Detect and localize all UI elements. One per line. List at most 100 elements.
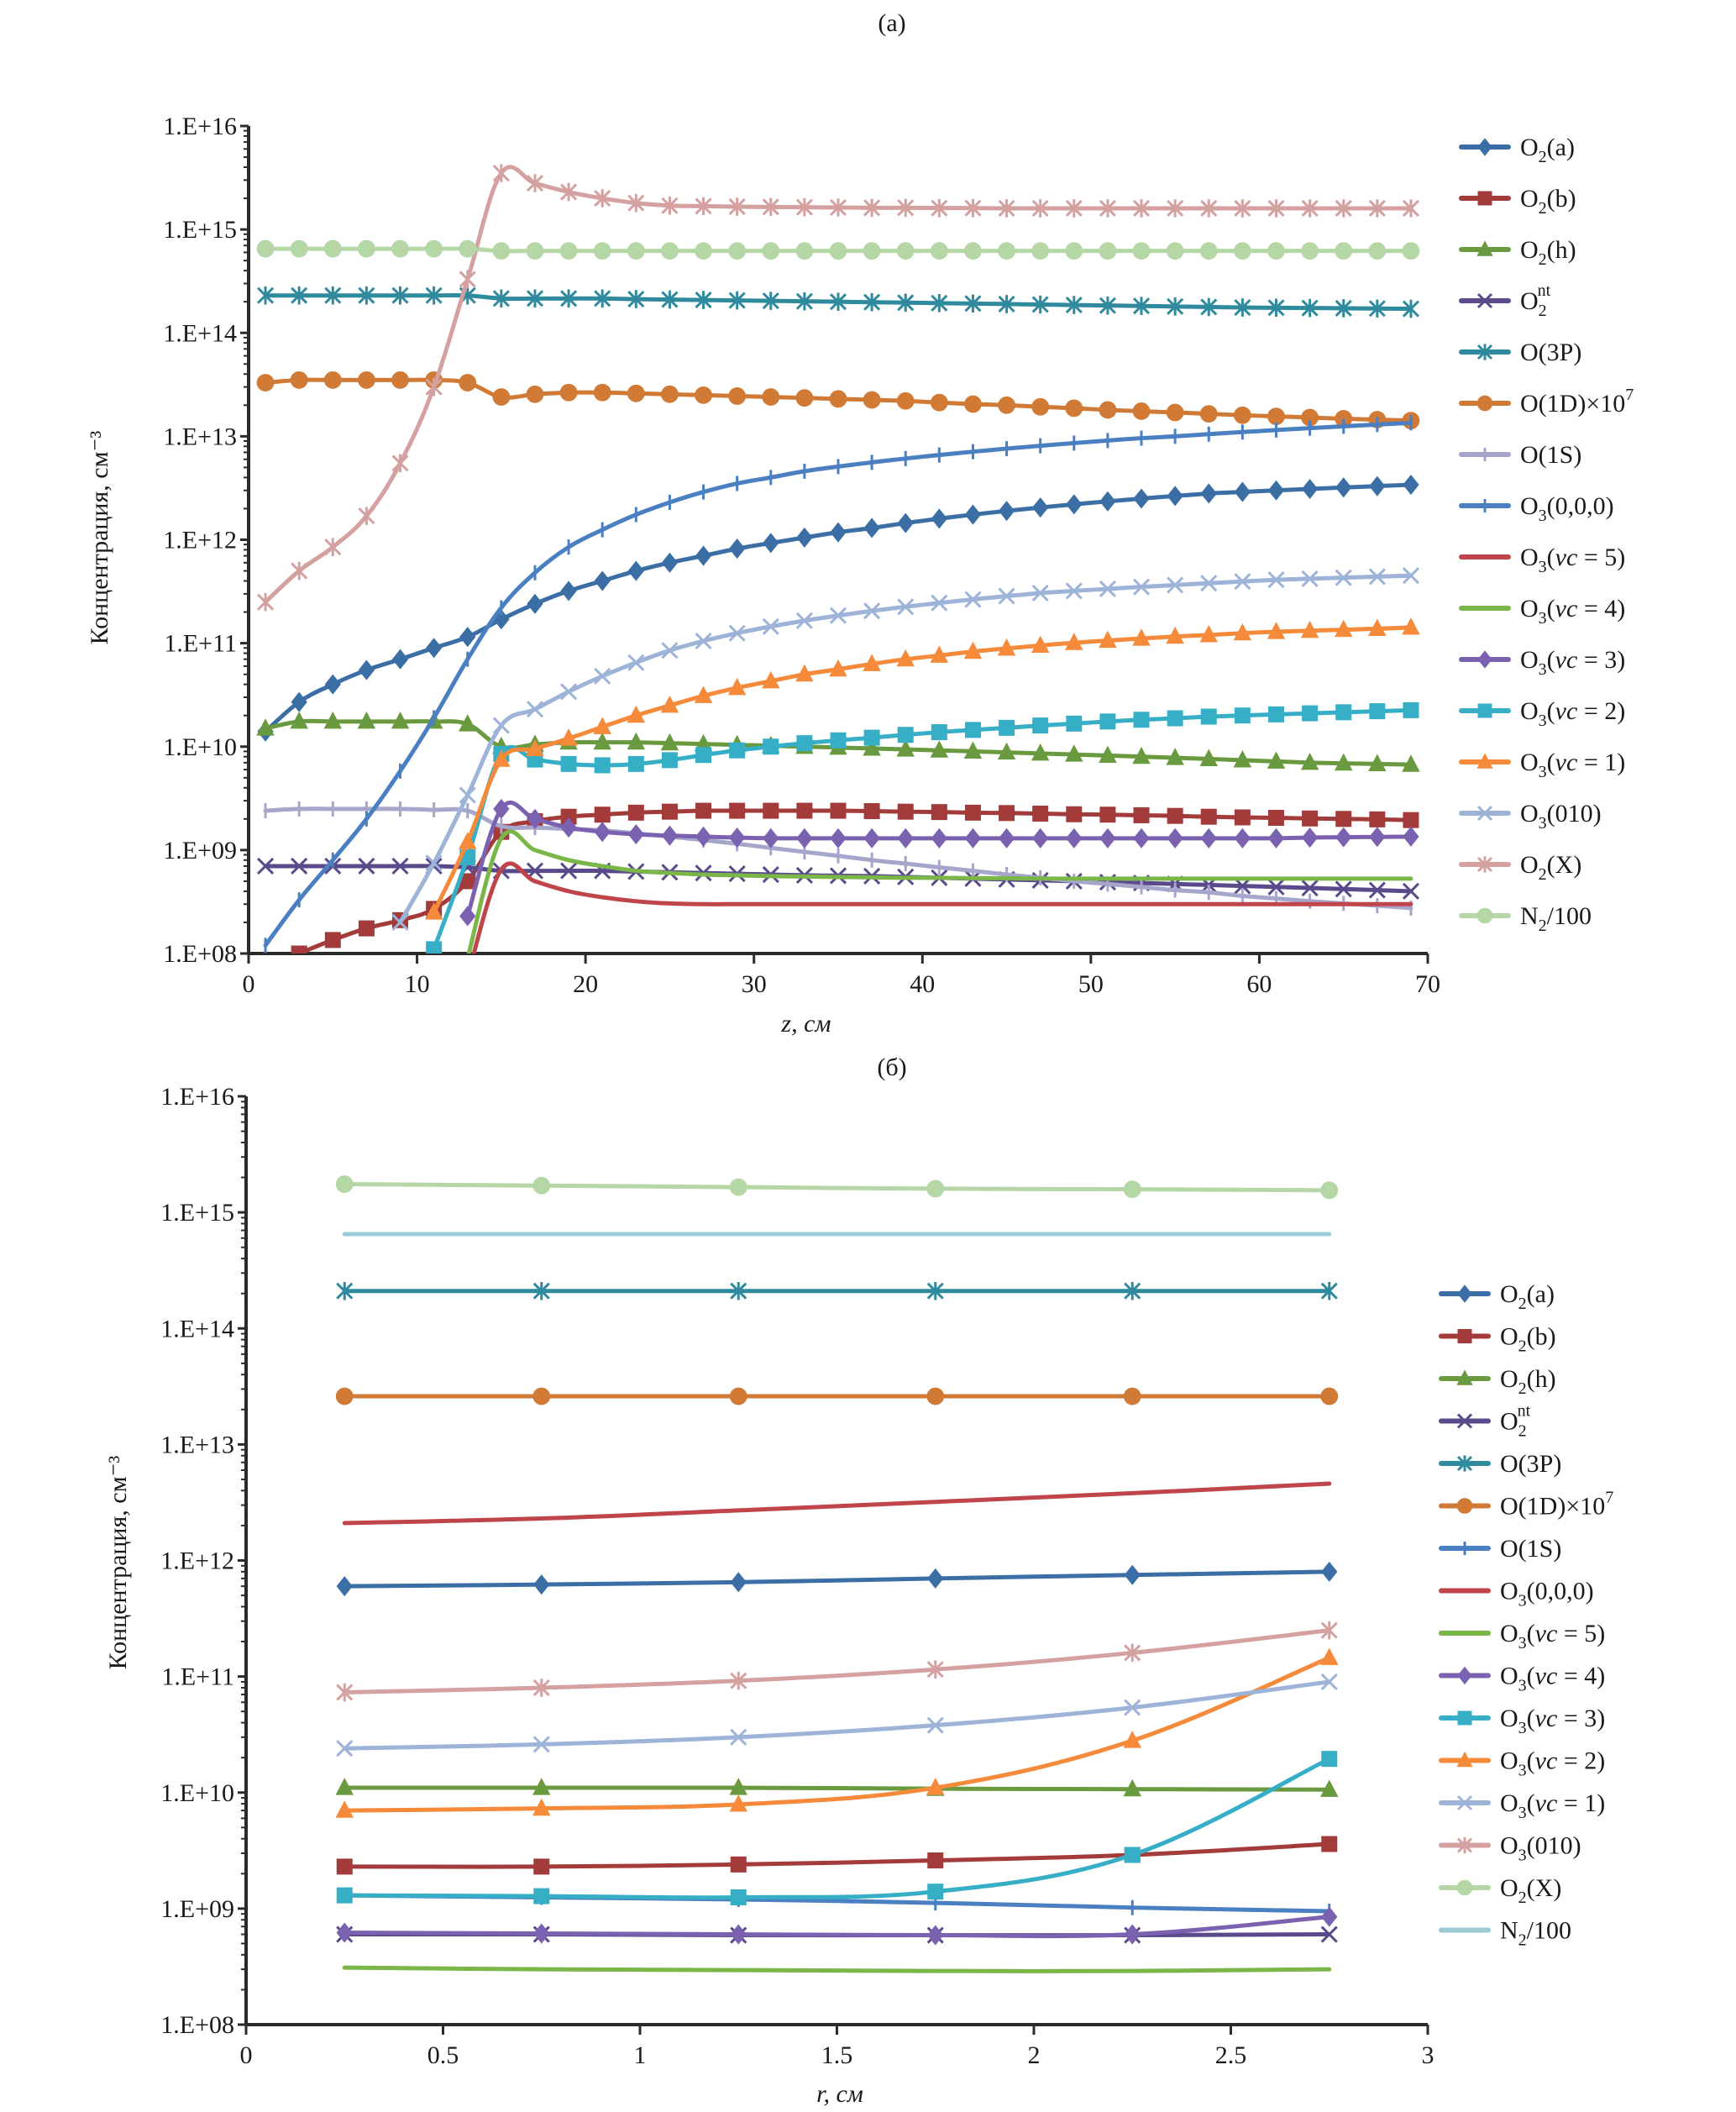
data-point xyxy=(492,749,511,767)
y-axis-title-b-text: Концентрация, см⁻³ xyxy=(104,1456,132,1670)
data-point xyxy=(927,1925,944,1946)
data-point xyxy=(391,857,409,875)
data-point xyxy=(425,239,443,258)
data-point xyxy=(1123,1778,1141,1797)
data-point xyxy=(532,1798,551,1816)
data-point xyxy=(997,742,1016,760)
data-point xyxy=(627,732,646,750)
data-point xyxy=(1320,1281,1338,1300)
x-tick-label: 50 xyxy=(1078,970,1104,998)
data-point xyxy=(1132,199,1151,218)
legend-label: O2(b) xyxy=(1520,185,1576,218)
data-point xyxy=(1099,242,1117,260)
legend-marker xyxy=(1477,650,1492,669)
data-point xyxy=(459,906,476,927)
series-line xyxy=(342,1481,1332,1526)
y-tick-label: 1.E+12 xyxy=(160,1547,234,1575)
data-point xyxy=(896,391,915,410)
x-tick-label: 10 xyxy=(405,970,430,998)
legend-item: O2(X) xyxy=(1439,1874,1561,1907)
data-point xyxy=(829,198,847,217)
legend-a: O2(a) O2(b) O2(h) O2nt O(3P) O(1D)×107 O(1S) O3… xyxy=(1459,134,1634,935)
series-line xyxy=(342,1757,1332,1900)
legend-item: O(1S) xyxy=(1459,441,1581,469)
y-tick-label: 1.E+10 xyxy=(163,733,237,761)
data-point xyxy=(1123,1387,1141,1405)
data-point xyxy=(1403,475,1419,496)
data-point xyxy=(425,377,443,397)
data-point xyxy=(336,1887,353,1904)
data-point xyxy=(1335,569,1352,586)
y-tick-label: 1.E+11 xyxy=(161,1663,234,1691)
data-point xyxy=(1199,749,1218,767)
data-point xyxy=(1402,242,1420,260)
data-point xyxy=(795,197,813,217)
data-point xyxy=(1124,1847,1141,1863)
data-point xyxy=(492,164,510,182)
data-point xyxy=(1321,1906,1338,1927)
data-point xyxy=(358,857,375,875)
data-point xyxy=(1099,806,1116,823)
data-point xyxy=(897,727,914,743)
x-axis-title-b: r, см xyxy=(816,2080,863,2108)
data-point xyxy=(526,242,544,260)
data-point xyxy=(695,802,712,819)
data-point xyxy=(661,825,679,846)
data-point xyxy=(1267,199,1285,218)
data-point xyxy=(863,738,881,756)
data-point xyxy=(661,290,679,309)
legend-label: O2(a) xyxy=(1520,134,1575,166)
series-o3-0-0-0- xyxy=(263,415,1413,954)
data-point xyxy=(358,370,375,389)
data-point xyxy=(1032,497,1049,518)
data-point xyxy=(1032,717,1049,734)
data-point xyxy=(897,827,914,848)
series-line xyxy=(342,1628,1332,1694)
data-point xyxy=(1234,573,1251,591)
legend-item: O2(X) xyxy=(1459,851,1581,884)
x-tick-label: 2.5 xyxy=(1215,2041,1247,2069)
x-tick-label: 2 xyxy=(1028,2041,1041,2069)
data-point xyxy=(1234,877,1251,895)
series-o2-x- xyxy=(335,1175,1339,1200)
data-point xyxy=(730,1889,747,1905)
data-point xyxy=(1234,481,1251,502)
data-point xyxy=(927,1568,944,1589)
data-point xyxy=(336,1576,353,1597)
data-point xyxy=(863,602,881,620)
data-point xyxy=(829,390,847,408)
series-line xyxy=(342,1679,1332,1751)
legend-item: O3(vc = 2) xyxy=(1459,697,1625,730)
data-point xyxy=(391,370,409,389)
legend-marker xyxy=(1456,1751,1473,1768)
data-point xyxy=(1334,753,1353,771)
data-point xyxy=(1099,401,1117,419)
data-point xyxy=(727,677,747,696)
data-point xyxy=(425,286,443,305)
data-point xyxy=(1402,754,1420,772)
data-point xyxy=(1099,580,1116,598)
data-point xyxy=(627,654,645,671)
legend-label: O3(vc = 5) xyxy=(1500,1620,1605,1652)
data-point xyxy=(897,198,915,218)
data-point xyxy=(1335,199,1352,218)
data-point xyxy=(830,802,847,819)
data-point xyxy=(1301,199,1319,218)
data-point xyxy=(1320,1779,1339,1797)
legend-marker xyxy=(1456,1498,1473,1514)
data-point xyxy=(1368,618,1387,637)
series-o3-010- xyxy=(336,1621,1338,1702)
legend-marker xyxy=(1476,395,1493,412)
data-point xyxy=(1066,494,1083,515)
data-point xyxy=(1031,584,1049,602)
data-point xyxy=(695,197,712,216)
data-point xyxy=(1402,299,1420,318)
legend-label: O3(010) xyxy=(1520,800,1602,833)
data-point xyxy=(829,607,847,624)
data-point xyxy=(336,1922,353,1943)
data-point xyxy=(594,757,611,774)
data-point xyxy=(1233,406,1251,424)
data-point xyxy=(1321,1836,1338,1852)
data-point xyxy=(1031,397,1050,416)
data-point xyxy=(728,624,746,642)
